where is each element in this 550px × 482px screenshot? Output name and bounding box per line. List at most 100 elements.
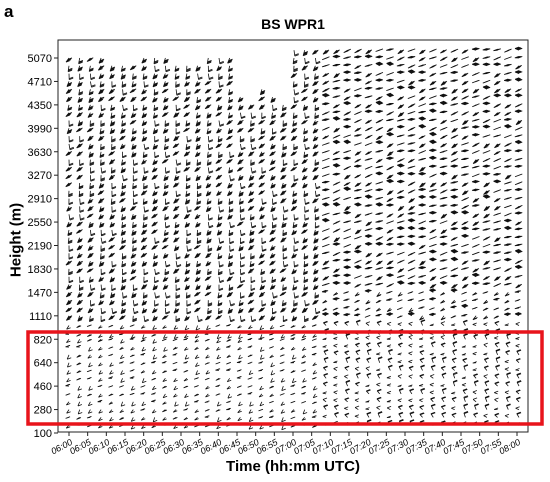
wind-barb [269,346,274,349]
wind-barb [376,368,381,371]
wind-barb [152,346,157,352]
wind-barb [397,85,405,90]
wind-barb [77,393,82,399]
wind-barb [322,312,329,317]
wind-barb [461,260,469,265]
wind-barb [311,401,317,405]
wind-barb [293,237,299,244]
wind-barb [429,148,437,153]
wind-barb [108,409,114,414]
wind-barb [429,139,437,145]
wind-barb [344,205,351,211]
wind-barb [217,214,223,221]
wind-barb [109,221,116,228]
wind-barb [461,111,469,116]
wind-barb [89,190,95,198]
wind-barb [482,79,491,84]
wind-barb [194,346,199,351]
wind-barb [143,315,149,323]
wind-barb [303,151,309,158]
wind-barb [131,229,137,236]
wind-barb [321,289,329,293]
wind-barb [196,159,202,166]
wind-barb [76,345,81,348]
wind-barb [109,417,114,422]
wind-barb [354,213,362,219]
wind-barb [396,63,405,67]
wind-barb [172,143,180,149]
wind-barb [108,338,114,341]
wind-barb [215,96,223,102]
wind-barb [386,127,394,133]
wind-barb [364,228,373,231]
wind-barb [483,275,490,281]
wind-barb [97,399,103,403]
wind-barb [65,416,71,419]
wind-barb [429,382,435,387]
wind-barb [396,275,405,278]
wind-barb [205,175,212,181]
wind-barb [143,214,148,221]
wind-barb [185,261,191,268]
wind-barb [375,241,384,246]
wind-barb [461,299,467,303]
wind-barb [280,190,287,196]
wind-barb [142,292,148,299]
wind-barb [304,198,310,205]
wind-barb [119,385,124,388]
wind-barb [354,78,362,82]
wind-barb [407,134,416,137]
wind-barb [504,124,512,129]
wind-barb [450,48,459,53]
wind-barb [397,322,402,326]
wind-barb [261,276,266,284]
wind-barb [98,300,105,306]
wind-barb [196,261,201,268]
wind-barb [364,173,373,178]
wind-barb [100,253,105,260]
wind-barb [473,334,479,340]
wind-barb [387,364,393,371]
wind-barb [216,424,221,430]
wind-barb [87,252,94,259]
wind-barb [226,354,231,358]
wind-barb [151,385,157,391]
wind-barb [463,411,469,418]
wind-barb [89,120,95,127]
wind-barb [173,112,180,118]
wind-barb [429,108,437,114]
wind-barb [463,364,469,371]
wind-barb [343,210,352,215]
wind-barb [386,260,394,266]
wind-barb [407,189,416,194]
wind-barb [376,388,382,395]
wind-barb [151,370,157,375]
wind-barb [493,73,501,78]
wind-barb [88,385,93,391]
wind-barb [386,61,394,67]
wind-barb [184,315,190,322]
wind-barb [461,376,467,379]
wind-barb [194,88,201,94]
wind-barb [215,324,221,327]
wind-barb [281,151,287,158]
wind-barb [205,182,212,189]
wind-barb [354,104,362,109]
wind-barb [418,78,427,82]
wind-barb [216,229,223,236]
wind-barb [186,237,191,245]
wind-barb [343,250,352,254]
wind-barb [196,190,202,198]
wind-barb [119,325,125,330]
wind-barb [97,384,103,388]
wind-barb [76,268,83,274]
wind-barb [450,181,459,184]
wind-barb [515,406,520,410]
wind-barb [386,92,394,98]
wind-barb [397,49,405,55]
wind-barb [450,248,459,254]
wind-barb [354,127,362,132]
wind-barb [282,315,288,323]
wind-barb [461,101,469,106]
wind-barb [516,380,522,387]
